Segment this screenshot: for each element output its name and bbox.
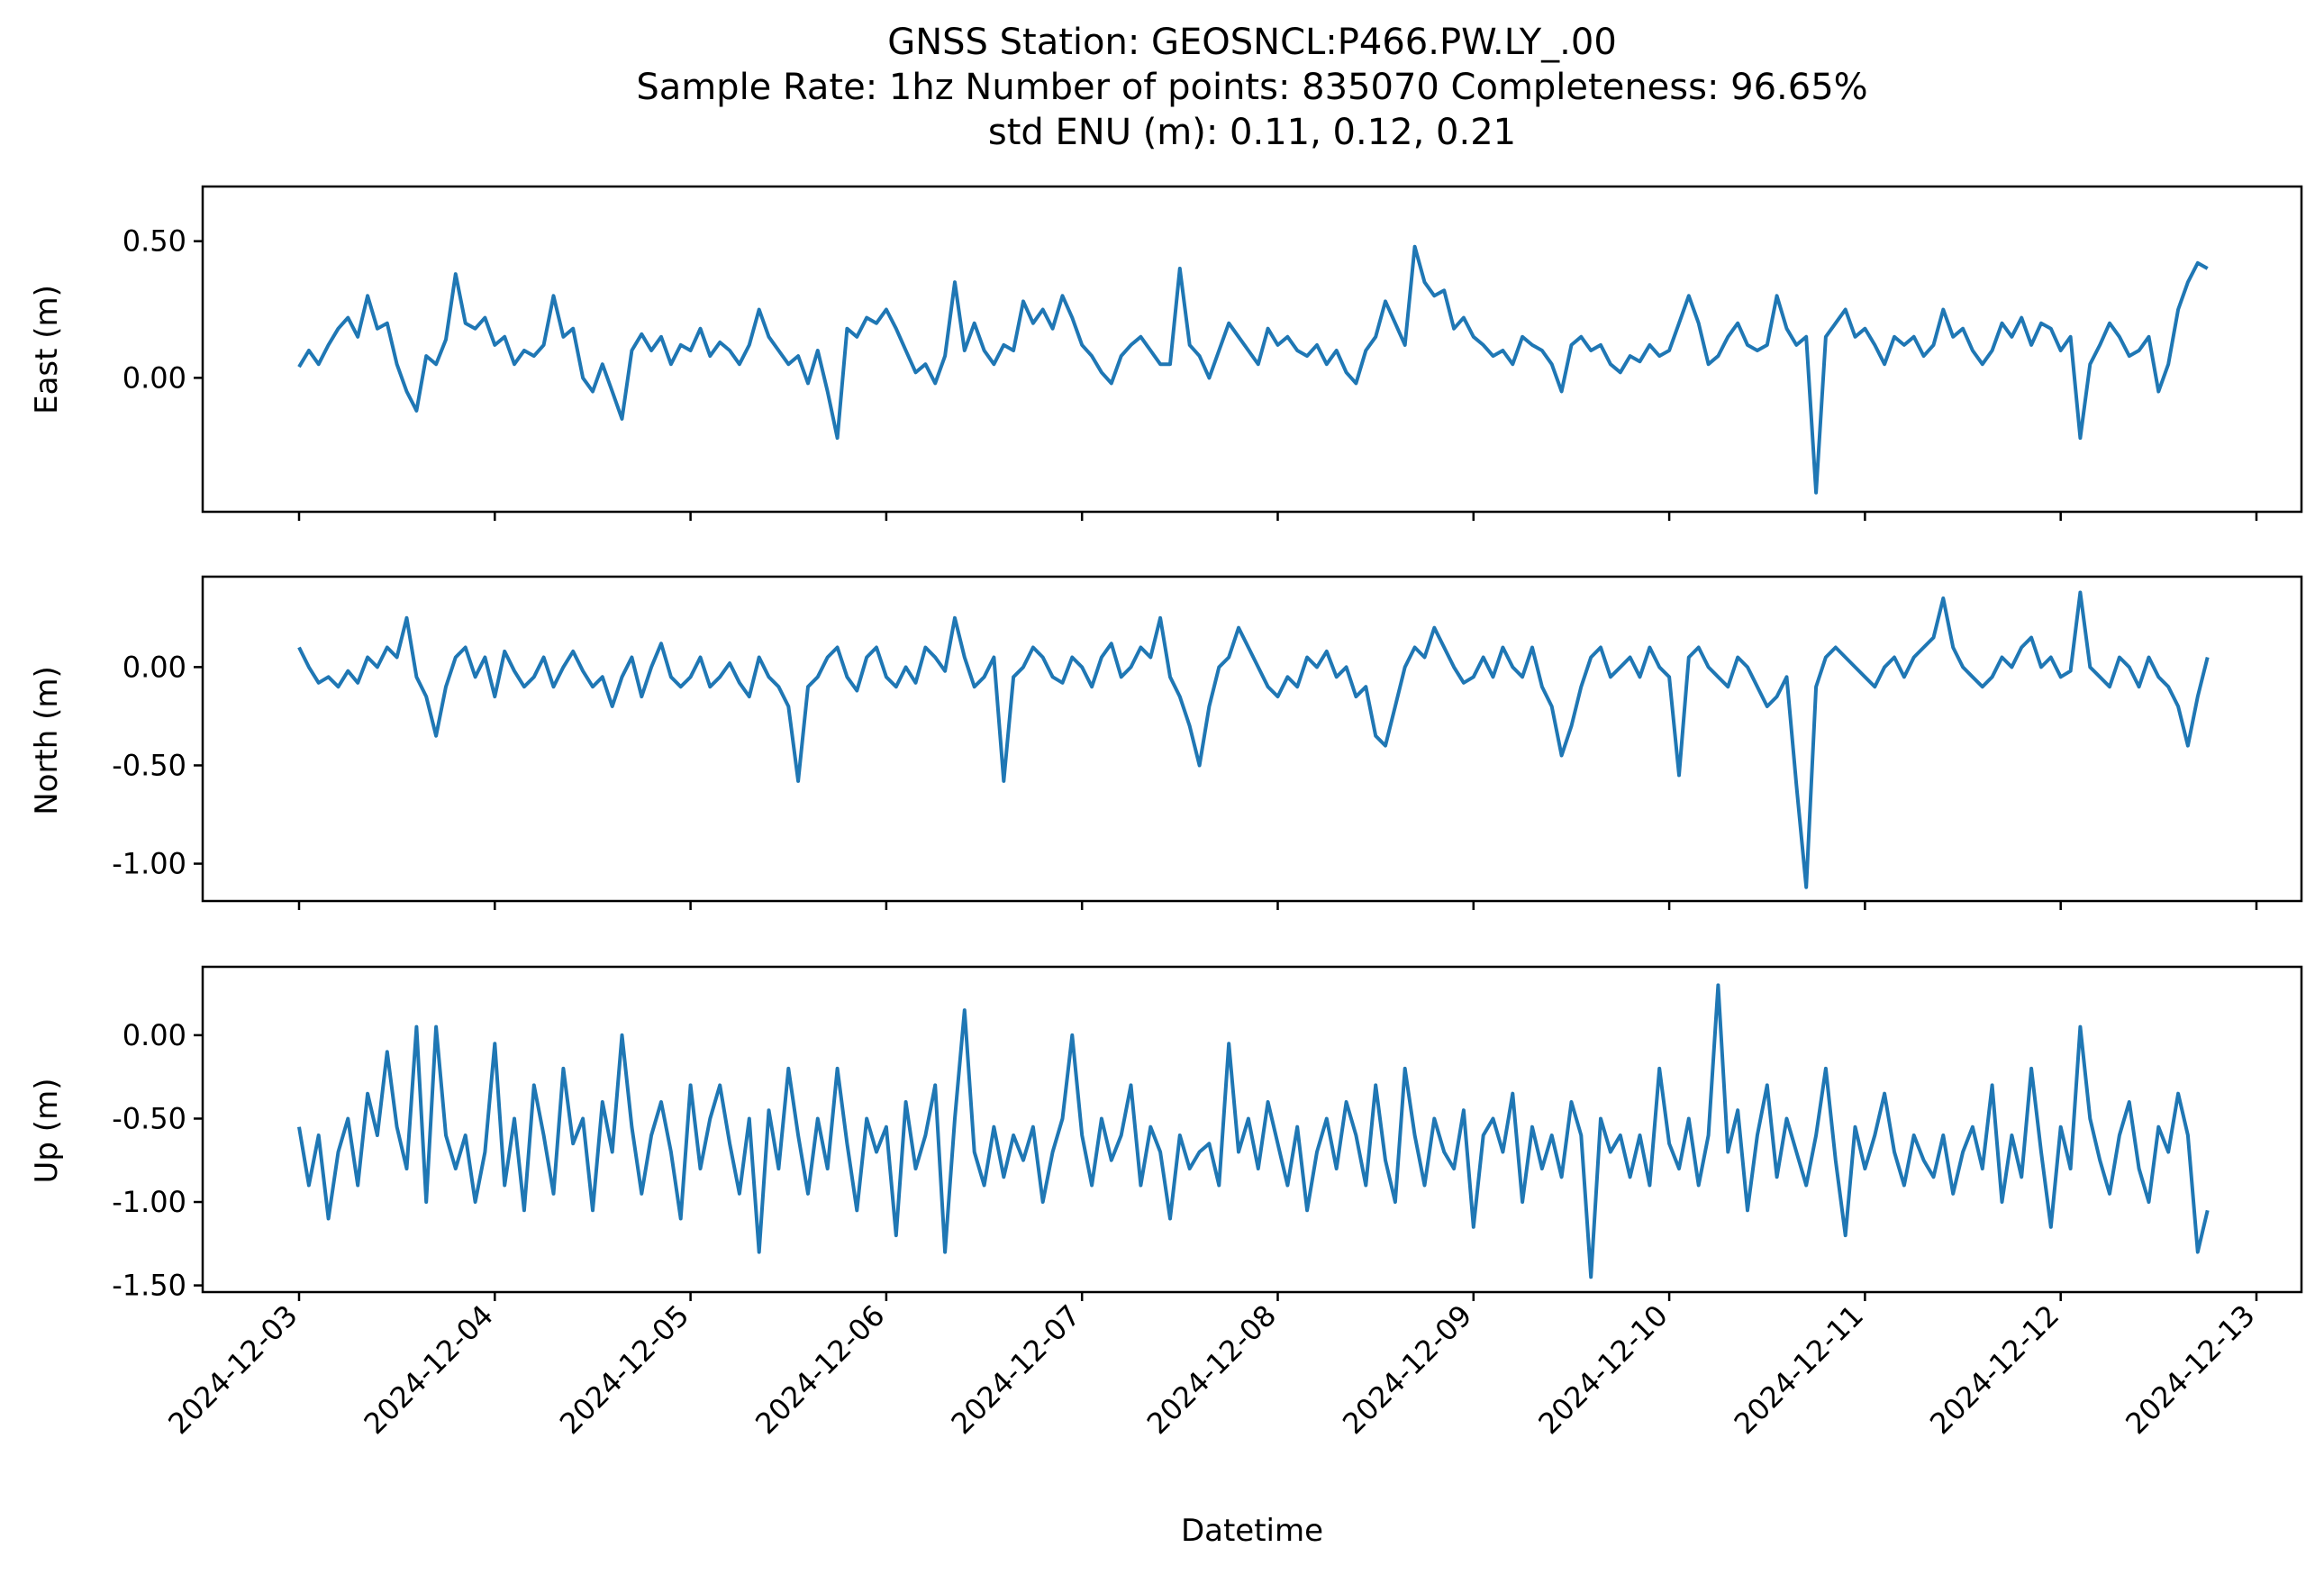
y-tick-label: -1.00 bbox=[112, 1185, 186, 1219]
x-axis-label: Datetime bbox=[1181, 1513, 1323, 1549]
east-x-ticks bbox=[297, 512, 2258, 521]
north-y-ticks: 0.00 -0.50 -1.00 bbox=[112, 650, 203, 881]
series-line bbox=[297, 983, 2210, 1279]
y-tick-label: -1.50 bbox=[112, 1269, 186, 1303]
title-line-3: std ENU (m): 0.11, 0.12, 0.21 bbox=[988, 112, 1516, 153]
y-tick-label: 0.00 bbox=[123, 650, 186, 684]
y-tick-label: 0.00 bbox=[123, 1018, 186, 1052]
up-panel: Up (m) 0.00 -0.50 -1.00 -1.50 bbox=[29, 965, 2303, 1303]
figure-title: GNSS Station: GEOSNCL:P466.PW.LY_.00 Sam… bbox=[636, 22, 1867, 153]
north-x-ticks bbox=[297, 901, 2258, 910]
y-tick-label: 0.00 bbox=[123, 360, 186, 395]
up-axes-frame bbox=[201, 965, 2303, 1294]
north-plot-area bbox=[297, 590, 2210, 889]
y-tick-label: -0.50 bbox=[112, 1101, 186, 1135]
y-tick-label: -0.50 bbox=[112, 748, 186, 782]
up-ylabel: Up (m) bbox=[29, 1079, 65, 1184]
y-tick-label: 0.50 bbox=[123, 224, 186, 259]
up-x-ticks bbox=[297, 1292, 2258, 1301]
north-ylabel: North (m) bbox=[29, 666, 65, 815]
y-tick-label: -1.00 bbox=[112, 847, 186, 881]
title-line-1: GNSS Station: GEOSNCL:P466.PW.LY_.00 bbox=[887, 22, 1617, 63]
east-panel: East (m) 0.00 0.50 bbox=[29, 185, 2303, 521]
north-panel: North (m) 0.00 -0.50 -1.00 bbox=[29, 575, 2303, 910]
up-plot-area bbox=[297, 983, 2210, 1279]
east-plot-area bbox=[297, 244, 2209, 495]
east-axes-frame bbox=[201, 185, 2303, 514]
up-y-ticks: 0.00 -0.50 -1.00 -1.50 bbox=[112, 1018, 203, 1303]
east-ylabel: East (m) bbox=[29, 285, 65, 414]
series-line bbox=[297, 590, 2210, 889]
series-line bbox=[297, 244, 2209, 495]
title-line-2: Sample Rate: 1hz Number of points: 83507… bbox=[636, 67, 1867, 108]
east-y-ticks: 0.00 0.50 bbox=[123, 224, 203, 395]
north-axes-frame bbox=[201, 575, 2303, 903]
